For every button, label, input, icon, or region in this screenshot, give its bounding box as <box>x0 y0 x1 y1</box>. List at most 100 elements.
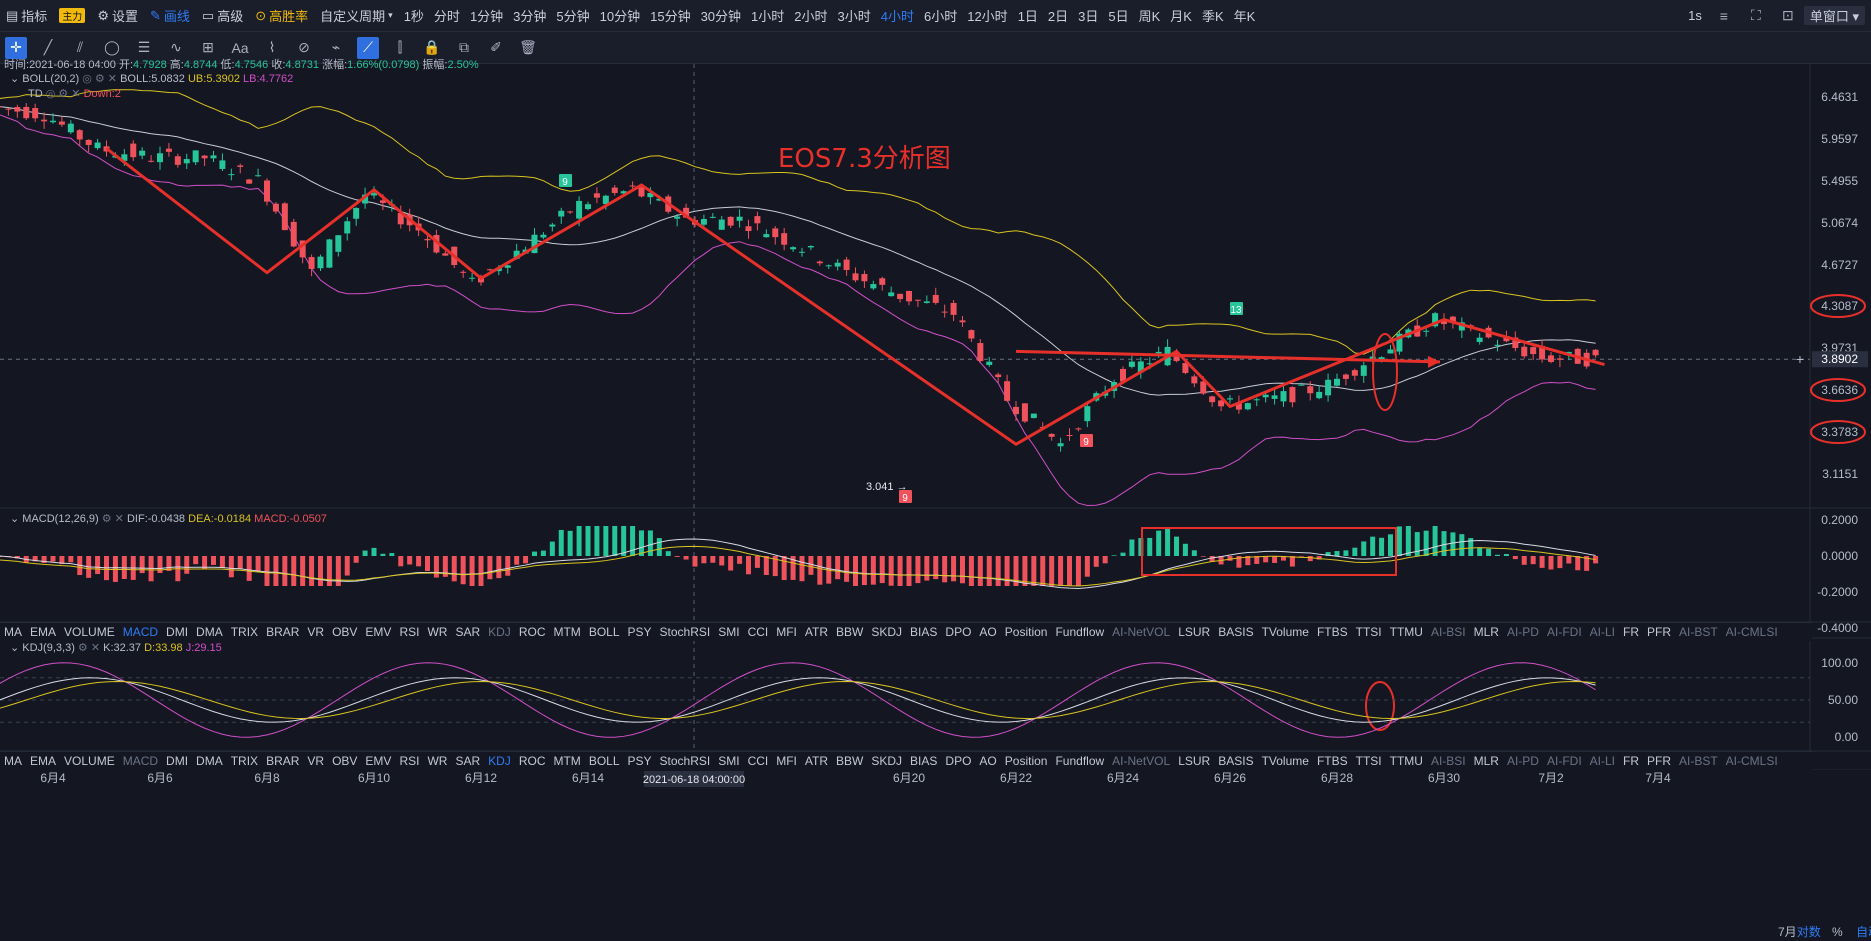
topbar-item-2[interactable]: ⚙ 设置 <box>91 6 144 25</box>
period-18[interactable]: 周K <box>1138 9 1161 24</box>
period-7[interactable]: 30分钟 <box>700 9 742 24</box>
period-16[interactable]: 3日 <box>1078 9 1099 24</box>
indicator-tab-ao[interactable]: AO <box>979 625 997 639</box>
indicator-tab-basis[interactable]: BASIS <box>1218 625 1254 639</box>
indicator-tab-ai-fdi[interactable]: AI-FDI <box>1546 754 1582 768</box>
indicator-tab-ai-netvol[interactable]: AI-NetVOL <box>1112 625 1171 639</box>
indicator-tab-pfr[interactable]: PFR <box>1647 625 1671 639</box>
indicator-tab-ema[interactable]: EMA <box>30 625 57 639</box>
list-icon[interactable]: ≡ <box>1719 7 1728 24</box>
indicator-tab-skdj[interactable]: SKDJ <box>871 754 903 768</box>
indicator-tab-dpo[interactable]: DPO <box>945 754 972 768</box>
topbar-item-6[interactable]: 自定义周期 ▾ <box>314 6 399 25</box>
indicator-tab-brar[interactable]: BRAR <box>266 754 300 768</box>
indicator-tab-skdj[interactable]: SKDJ <box>871 625 903 639</box>
eye-icon[interactable]: ◎ ⚙ ✕ <box>82 73 118 85</box>
draw-mode-icon[interactable]: ⟋ <box>357 36 379 59</box>
period-11[interactable]: 4小时 <box>880 9 914 24</box>
indicator-tab-ai-pd[interactable]: AI-PD <box>1506 754 1539 768</box>
period-8[interactable]: 1小时 <box>751 9 785 24</box>
indicator-tab-stochrsi[interactable]: StochRSI <box>659 625 711 639</box>
indicator-tab-mlr[interactable]: MLR <box>1473 625 1499 639</box>
period-6[interactable]: 15分钟 <box>650 9 691 24</box>
indicator-tab-ai-cmlsi[interactable]: AI-CMLSI <box>1725 625 1778 639</box>
brush-icon[interactable]: ⌇ <box>268 39 276 55</box>
topbar-item-3[interactable]: ✎ 画线 <box>144 6 196 25</box>
indicator-tab-psy[interactable]: PSY <box>627 625 652 639</box>
indicator-tab-tvolume[interactable]: TVolume <box>1261 625 1309 639</box>
period-0[interactable]: 1秒 <box>403 9 424 24</box>
indicator-tab-roc[interactable]: ROC <box>518 754 546 768</box>
period-19[interactable]: 月K <box>1170 9 1192 24</box>
period-14[interactable]: 1日 <box>1017 9 1038 24</box>
indicator-tab-wr[interactable]: WR <box>427 625 448 639</box>
indicator-tab-atr[interactable]: ATR <box>804 754 829 768</box>
window-mode-select[interactable]: 单窗口 ▾ <box>1803 6 1865 25</box>
indicator-tab-volume[interactable]: VOLUME <box>64 754 115 768</box>
bars-icon[interactable]: ⫿ <box>397 39 403 55</box>
indicator-tab-ma[interactable]: MA <box>4 754 22 768</box>
screenshot-icon[interactable]: ⊡ <box>1781 7 1794 23</box>
indicator-tab-roc[interactable]: ROC <box>518 625 546 639</box>
period-21[interactable]: 年K <box>1233 9 1256 24</box>
period-10[interactable]: 3小时 <box>837 9 871 24</box>
indicator-tab-wr[interactable]: WR <box>427 754 448 768</box>
measure-icon[interactable]: ⊞ <box>202 39 214 55</box>
percent-toggle[interactable]: % <box>1832 925 1843 939</box>
indicator-tab-lsur[interactable]: LSUR <box>1178 754 1211 768</box>
indicator-tab-smi[interactable]: SMI <box>718 754 740 768</box>
indicator-tab-bbw[interactable]: BBW <box>836 754 864 768</box>
indicator-tab-kdj[interactable]: KDJ <box>488 625 511 639</box>
lock-icon[interactable]: 🔒 <box>423 39 441 55</box>
indicator-tab-basis[interactable]: BASIS <box>1218 754 1254 768</box>
period-15[interactable]: 2日 <box>1047 9 1069 24</box>
indicator-tab-trix[interactable]: TRIX <box>230 625 259 639</box>
indicator-tab-cci[interactable]: CCI <box>747 625 769 639</box>
indicator-tab-rsi[interactable]: RSI <box>399 625 420 639</box>
period-12[interactable]: 6小时 <box>923 9 958 24</box>
indicator-tab-vr[interactable]: VR <box>307 625 325 639</box>
period-2[interactable]: 1分钟 <box>469 9 504 24</box>
indicator-tab-emv[interactable]: EMV <box>365 754 392 768</box>
indicator-tab-macd[interactable]: MACD <box>122 754 159 768</box>
log-toggle[interactable]: 对数 <box>1796 925 1821 939</box>
indicator-tab-fr[interactable]: FR <box>1623 754 1639 768</box>
indicator-tab-bias[interactable]: BIAS <box>910 754 938 768</box>
period-13[interactable]: 12小时 <box>967 9 1008 24</box>
indicator-tab-ttmu[interactable]: TTMU <box>1389 754 1423 768</box>
period-9[interactable]: 2小时 <box>794 9 828 24</box>
indicator-tab-bbw[interactable]: BBW <box>836 625 864 639</box>
period-5[interactable]: 10分钟 <box>599 9 641 24</box>
indicator-tab-pfr[interactable]: PFR <box>1647 754 1671 768</box>
indicator-tab-tvolume[interactable]: TVolume <box>1261 754 1309 768</box>
indicator-tab-obv[interactable]: OBV <box>332 625 358 639</box>
indicator-tab-bias[interactable]: BIAS <box>910 625 938 639</box>
kdj-collapse-icon[interactable]: ⌄ <box>10 642 20 654</box>
indicator-tab-dmi[interactable]: DMI <box>166 625 189 639</box>
period-4[interactable]: 5分钟 <box>556 9 590 24</box>
indicator-tab-mtm[interactable]: MTM <box>553 625 581 639</box>
text-icon[interactable]: Aa <box>231 39 249 56</box>
indicator-tab-ai-pd[interactable]: AI-PD <box>1506 625 1539 639</box>
kdj-settings-icon[interactable]: ⚙ ✕ <box>77 642 101 654</box>
indicator-tab-stochrsi[interactable]: StochRSI <box>659 754 711 768</box>
indicator-tab-smi[interactable]: SMI <box>718 625 740 639</box>
indicator-tab-emv[interactable]: EMV <box>365 625 392 639</box>
topbar-item-5[interactable]: ⊙ 高胜率 <box>249 6 314 25</box>
indicator-tab-mfi[interactable]: MFI <box>776 625 797 639</box>
indicator-tab-ai-li[interactable]: AI-LI <box>1589 754 1615 768</box>
indicator-tab-ai-fdi[interactable]: AI-FDI <box>1546 625 1582 639</box>
trash-icon[interactable]: 🗑 <box>519 39 537 55</box>
indicator-tab-kdj[interactable]: KDJ <box>488 754 511 768</box>
indicator-tab-mfi[interactable]: MFI <box>776 754 797 768</box>
macd-settings-icon[interactable]: ⚙ ✕ <box>101 513 124 525</box>
ruler-icon[interactable]: ⌁ <box>331 39 341 55</box>
indicator-tab-fr[interactable]: FR <box>1623 625 1639 639</box>
indicator-tab-ttmu[interactable]: TTMU <box>1389 625 1423 639</box>
indicator-tab-dmi[interactable]: DMI <box>166 754 189 768</box>
indicator-tab-fundflow[interactable]: Fundflow <box>1055 625 1105 639</box>
indicator-tab-boll[interactable]: BOLL <box>588 754 620 768</box>
magnet-icon[interactable]: ⊘ <box>298 39 310 55</box>
indicator-tab-mtm[interactable]: MTM <box>553 754 581 768</box>
indicator-tab-ftbs[interactable]: FTBS <box>1316 625 1348 639</box>
